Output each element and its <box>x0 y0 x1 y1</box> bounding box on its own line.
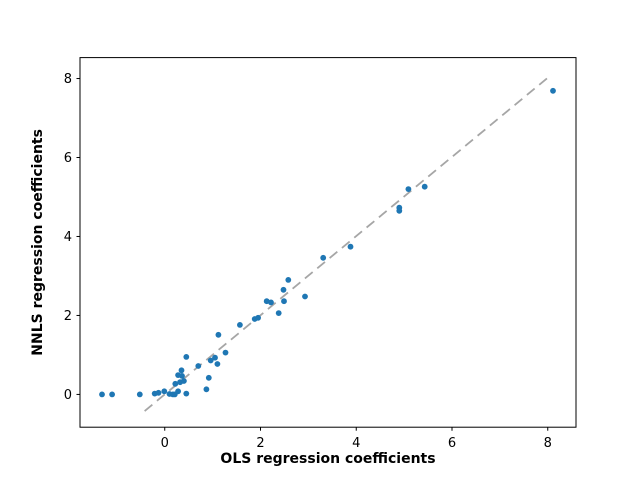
data-point <box>222 349 229 356</box>
x-tick-label: 4 <box>352 436 360 451</box>
x-tick-label: 2 <box>256 436 264 451</box>
data-point <box>172 380 179 387</box>
data-point <box>215 331 222 338</box>
data-point <box>212 354 218 361</box>
x-tick-label: 0 <box>161 436 169 451</box>
y-tick-label: 6 <box>64 151 72 166</box>
data-point <box>320 254 327 261</box>
y-axis-label: NNLS regression coefficients <box>30 129 46 356</box>
x-tick-label: 8 <box>544 436 552 451</box>
identity-reference-line <box>144 73 553 412</box>
y-tick-label: 2 <box>64 309 72 324</box>
data-point <box>183 354 190 360</box>
data-point <box>207 357 214 364</box>
data-point <box>275 310 282 316</box>
data-point <box>405 186 412 193</box>
axes-spines <box>79 57 577 428</box>
y-tick-label: 8 <box>64 72 72 87</box>
data-point <box>396 207 403 214</box>
data-point <box>181 378 187 384</box>
data-point <box>268 299 274 306</box>
data-point <box>109 391 115 398</box>
data-point <box>175 388 182 395</box>
x-tick-label: 6 <box>448 436 456 451</box>
data-point <box>195 363 202 369</box>
data-point <box>155 389 162 396</box>
data-point <box>178 367 185 374</box>
data-point <box>280 286 287 293</box>
data-point <box>302 293 308 300</box>
data-point <box>214 361 221 367</box>
y-tick-label: 0 <box>64 388 72 403</box>
data-point <box>136 391 143 398</box>
data-point <box>237 322 243 328</box>
data-point <box>179 373 185 379</box>
data-point <box>99 391 105 398</box>
data-point <box>203 386 210 393</box>
data-point <box>281 298 287 305</box>
data-point <box>550 87 556 94</box>
y-tick-label: 4 <box>64 230 72 245</box>
data-point <box>255 314 261 321</box>
data-point <box>161 388 168 395</box>
data-point <box>347 243 354 250</box>
data-point <box>183 390 190 397</box>
data-point <box>421 183 428 190</box>
x-axis-label: OLS regression coefficients <box>220 451 435 467</box>
data-point <box>285 277 292 283</box>
data-point <box>205 374 212 381</box>
